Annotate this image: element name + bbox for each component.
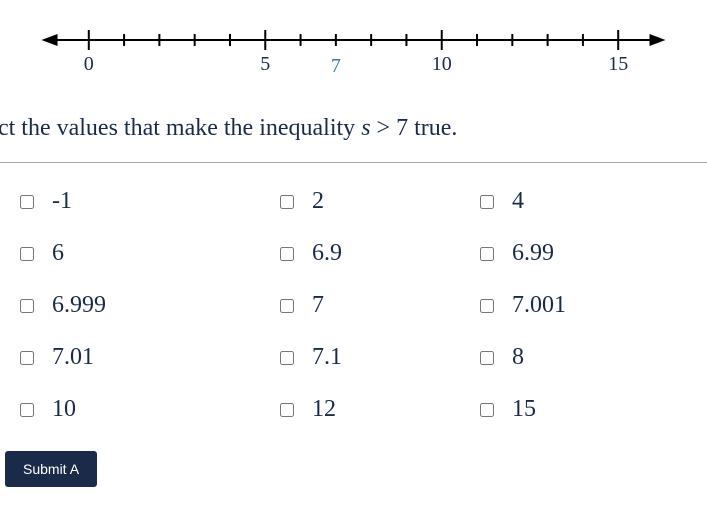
option-item: 6.9 (280, 240, 480, 267)
svg-text:5: 5 (260, 53, 270, 75)
svg-text:0: 0 (84, 53, 94, 75)
option-item: 12 (280, 396, 480, 423)
option-checkbox[interactable] (20, 351, 34, 365)
question-variable: s (361, 115, 370, 141)
option-checkbox[interactable] (480, 351, 494, 365)
option-item: 7 (280, 292, 480, 319)
option-label[interactable]: 4 (512, 188, 524, 215)
option-label[interactable]: 7.001 (512, 292, 566, 319)
svg-text:7: 7 (331, 55, 341, 77)
option-item: 2 (280, 188, 480, 215)
option-label[interactable]: 8 (512, 344, 524, 371)
option-item: 7.1 (280, 344, 480, 371)
option-checkbox[interactable] (20, 195, 34, 209)
option-item: 7.01 (20, 344, 280, 371)
option-checkbox[interactable] (280, 351, 294, 365)
option-item: 10 (20, 396, 280, 423)
option-item: 6.999 (20, 292, 280, 319)
options-grid: -1 2 4 6 6.9 6.99 6.999 7 7.001 7.01 7.1 8 10 12 15 (0, 163, 707, 443)
option-item: 7.001 (480, 292, 680, 319)
option-checkbox[interactable] (280, 195, 294, 209)
option-label[interactable]: 10 (52, 396, 76, 423)
option-checkbox[interactable] (480, 247, 494, 261)
option-checkbox[interactable] (280, 247, 294, 261)
option-item: 6.99 (480, 240, 680, 267)
option-checkbox[interactable] (20, 247, 34, 261)
option-label[interactable]: 15 (512, 396, 536, 423)
option-label[interactable]: -1 (52, 188, 72, 215)
option-item: 6 (20, 240, 280, 267)
option-checkbox[interactable] (480, 299, 494, 313)
option-item: 8 (480, 344, 680, 371)
question-operator: > (377, 115, 391, 141)
svg-text:10: 10 (432, 53, 452, 75)
option-label[interactable]: 7.1 (312, 344, 342, 371)
svg-text:15: 15 (608, 53, 628, 75)
question-prefix: elect the values that make the inequalit… (0, 115, 361, 141)
option-checkbox[interactable] (280, 403, 294, 417)
question-rhs: 7 (396, 115, 408, 141)
question-suffix: true. (408, 115, 457, 141)
option-item: 15 (480, 396, 680, 423)
option-label[interactable]: 2 (312, 188, 324, 215)
option-label[interactable]: 12 (312, 396, 336, 423)
number-line-container: 0 5 10 15 7 (0, 0, 707, 95)
option-checkbox[interactable] (280, 299, 294, 313)
option-label[interactable]: 6.9 (312, 240, 342, 267)
option-label[interactable]: 7 (312, 292, 324, 319)
submit-button[interactable]: Submit A (5, 451, 97, 487)
number-line-svg: 0 5 10 15 7 (30, 20, 677, 80)
option-label[interactable]: 6.999 (52, 292, 106, 319)
option-label[interactable]: 6 (52, 240, 64, 267)
option-checkbox[interactable] (480, 403, 494, 417)
question-text: elect the values that make the inequalit… (0, 95, 707, 162)
option-checkbox[interactable] (480, 195, 494, 209)
option-checkbox[interactable] (20, 299, 34, 313)
option-label[interactable]: 6.99 (512, 240, 554, 267)
option-checkbox[interactable] (20, 403, 34, 417)
option-label[interactable]: 7.01 (52, 344, 94, 371)
option-item: 4 (480, 188, 680, 215)
option-item: -1 (20, 188, 280, 215)
